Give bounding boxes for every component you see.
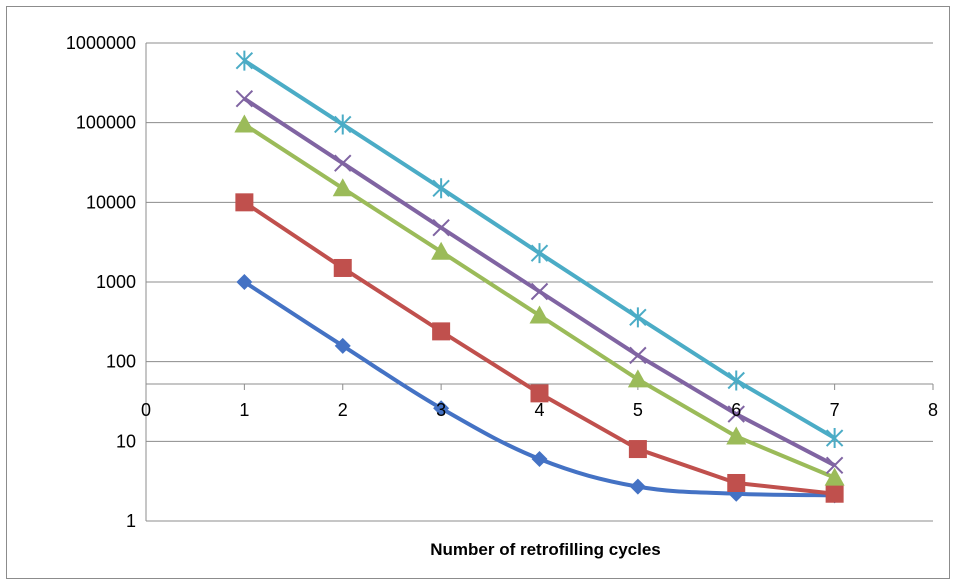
series-5-marker xyxy=(530,243,549,264)
x-tick-label: 1 xyxy=(239,400,249,420)
y-tick-label: 1000000 xyxy=(66,33,136,53)
y-tick-label: 100000 xyxy=(76,113,136,133)
y-tick-label: 1000 xyxy=(96,272,136,292)
series-3-marker xyxy=(431,241,452,260)
series-4-marker xyxy=(629,346,647,365)
series-2-marker xyxy=(235,193,254,212)
series-3-marker xyxy=(726,426,747,445)
series-2-marker xyxy=(628,440,647,459)
series-4-marker xyxy=(235,89,254,108)
series-3 xyxy=(234,114,845,486)
series-4-marker xyxy=(727,405,745,423)
x-tick-label: 6 xyxy=(731,400,741,420)
series-group xyxy=(234,50,845,504)
series-5-marker xyxy=(825,428,844,449)
series-5-marker xyxy=(432,178,450,199)
y-tick-label: 10 xyxy=(116,431,136,451)
x-tick-label: 3 xyxy=(436,400,446,420)
series-3-marker xyxy=(332,178,353,197)
series-2-marker xyxy=(727,473,746,492)
series-5-marker xyxy=(334,114,352,135)
x-tick-label: 4 xyxy=(534,400,544,420)
series-1-marker xyxy=(629,478,646,495)
series-3-line xyxy=(243,122,836,480)
series-2-marker xyxy=(333,258,352,277)
series-2 xyxy=(235,193,844,503)
series-5 xyxy=(235,50,844,449)
x-tick-label: 0 xyxy=(141,400,151,420)
series-2-marker xyxy=(432,322,451,341)
series-4-marker xyxy=(825,456,844,475)
x-axis-title: Number of retrofilling cycles xyxy=(430,540,661,559)
series-3-marker xyxy=(234,114,255,133)
series-4-marker xyxy=(432,219,450,237)
series-1-marker xyxy=(433,400,450,417)
series-5-marker xyxy=(235,50,254,71)
gridlines xyxy=(146,42,933,522)
y-tick-label: 100 xyxy=(106,352,136,372)
series-1-marker xyxy=(334,337,351,354)
x-tick-label: 7 xyxy=(830,400,840,420)
series-3-marker xyxy=(627,369,648,388)
series-4-marker xyxy=(334,154,352,172)
series-2-marker xyxy=(825,484,844,503)
tick-labels: 1 10 100 1000 10000 100000 1000000 0 1 2 3 4 5 6 7 8 xyxy=(66,33,938,531)
series-3-marker xyxy=(824,467,845,486)
series-1-marker xyxy=(236,274,253,290)
series-4 xyxy=(235,89,844,475)
x-tick-label: 8 xyxy=(928,400,938,420)
x-tick-label: 5 xyxy=(633,400,643,420)
series-4-marker xyxy=(530,282,549,301)
y-tick-label: 1 xyxy=(126,511,136,531)
series-3-marker xyxy=(529,305,550,324)
chart-frame xyxy=(6,6,950,579)
series-5-marker xyxy=(727,370,745,391)
series-2-marker xyxy=(530,384,549,403)
y-tick-label: 10000 xyxy=(86,192,136,212)
x-tick-label: 2 xyxy=(338,400,348,420)
series-5-marker xyxy=(629,307,647,328)
series-1-marker xyxy=(531,451,548,468)
